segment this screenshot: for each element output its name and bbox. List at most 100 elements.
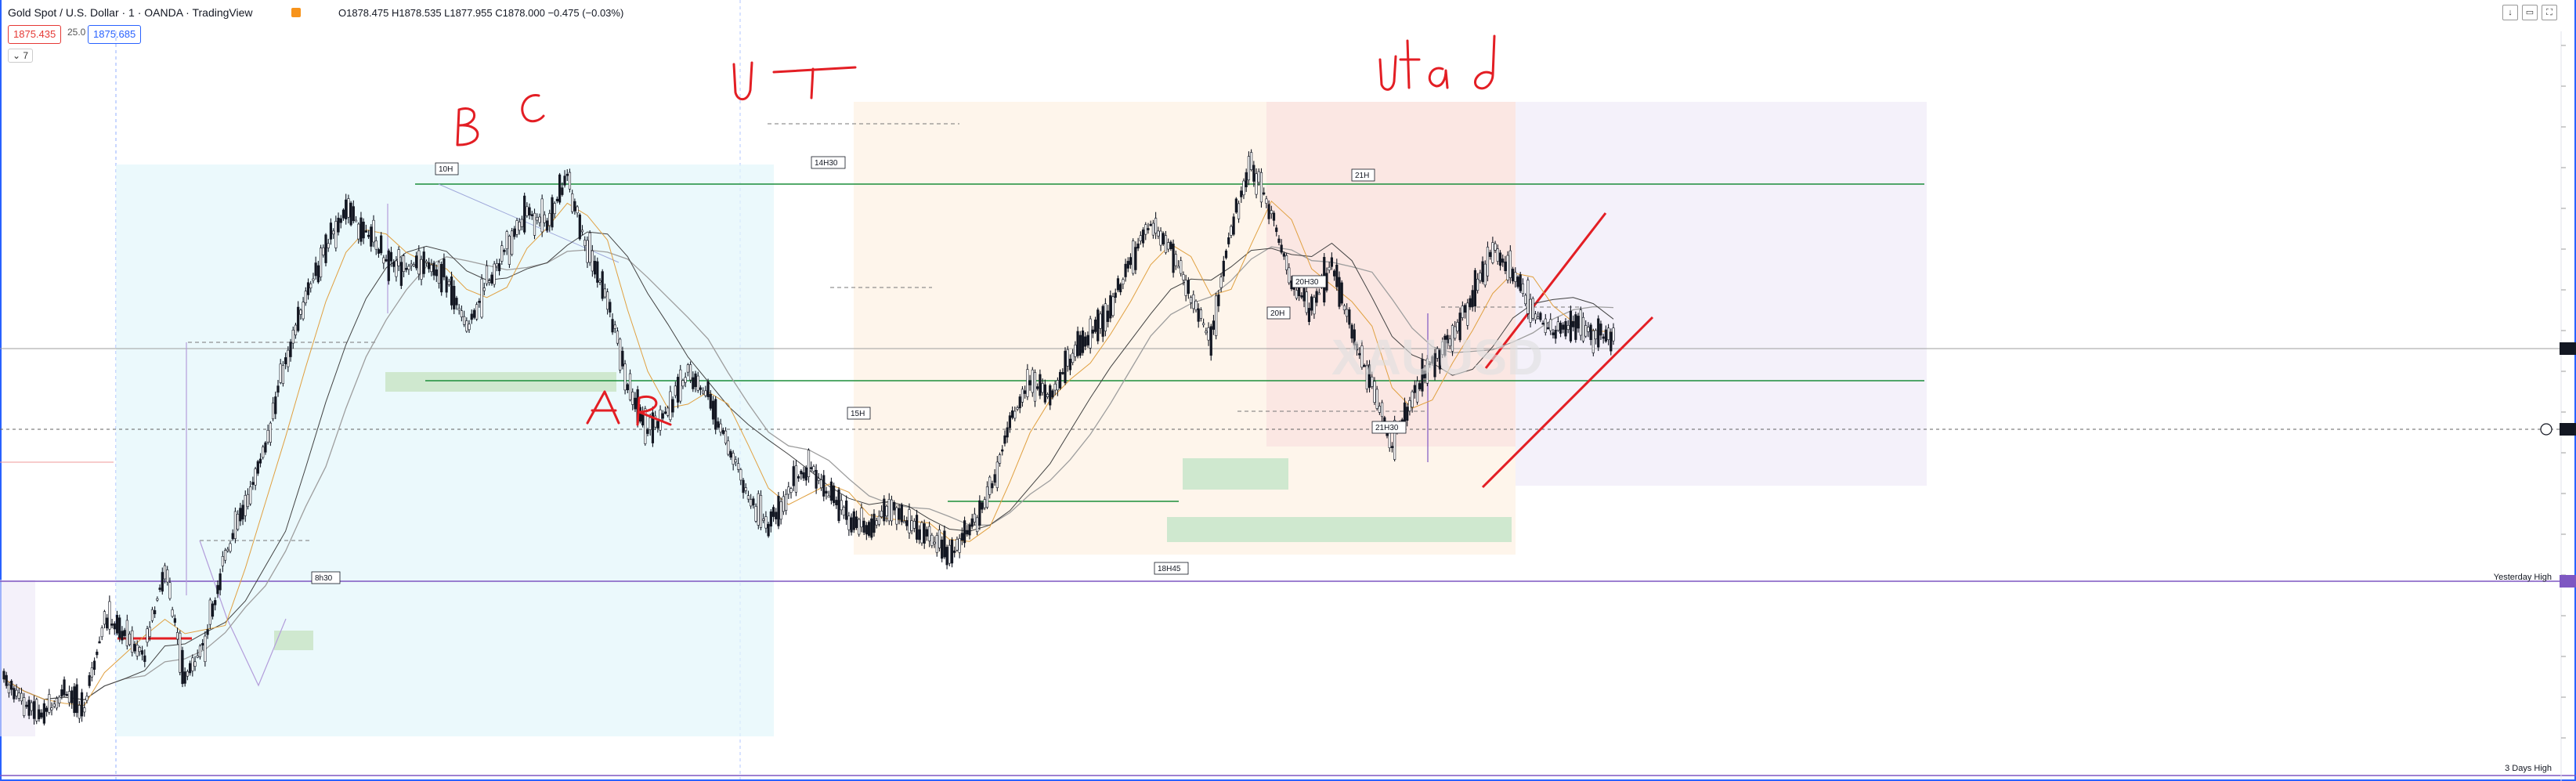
ohlc-readout: O1878.475 H1878.535 L1877.955 C1878.000 … (338, 7, 624, 19)
candle-body (399, 262, 403, 286)
add-alert-icon[interactable] (2540, 423, 2553, 436)
candle-body (598, 280, 602, 283)
candle-body (1026, 369, 1029, 397)
ask-price-badge[interactable]: 1875.685 (88, 25, 142, 44)
candle-body (905, 520, 909, 526)
candle-body (930, 534, 934, 546)
candle-body (168, 582, 172, 599)
candle-body (339, 218, 342, 223)
candle-body (1436, 348, 1439, 359)
candle-body (121, 631, 124, 641)
candle-body (1104, 303, 1107, 331)
candle-body (1071, 353, 1075, 363)
candle-body (1124, 263, 1127, 277)
channel-upper-line[interactable] (1484, 212, 1607, 369)
candle-body (1516, 277, 1519, 287)
candle-body (769, 511, 772, 527)
candle-body (526, 206, 529, 216)
candle-body (428, 262, 431, 269)
candle-body (767, 523, 770, 537)
candle-body (299, 309, 302, 315)
candle-body (138, 647, 141, 653)
candle-body (1496, 248, 1499, 262)
candle-body (1549, 319, 1552, 331)
restore-icon[interactable]: ▭ (2522, 5, 2538, 20)
candle-body (1234, 198, 1237, 213)
candle-body (229, 543, 232, 552)
candle-body (1461, 306, 1464, 318)
candle-body (626, 384, 629, 391)
candle-body (732, 453, 735, 465)
candle-body (591, 250, 594, 272)
fullscreen-icon[interactable]: ⛶ (2542, 5, 2557, 20)
marker-label-box (1351, 168, 1375, 182)
candle-body (435, 269, 438, 277)
candle-body (764, 516, 768, 529)
candle-body (131, 630, 134, 653)
candle-body (128, 633, 132, 645)
candle-body (1526, 280, 1530, 314)
candle-body (1438, 349, 1442, 370)
marker-label-box (1154, 562, 1189, 575)
candle-body (1116, 278, 1120, 291)
candle-body (357, 223, 360, 240)
candle-body (918, 529, 921, 541)
candle-body (1056, 380, 1059, 391)
candle-body (1559, 322, 1563, 334)
candle-body (661, 413, 664, 419)
indicators-toggle[interactable]: ⌄ 7 (8, 49, 34, 63)
symbol-title[interactable]: Gold Spot / U.S. Dollar · 1 · OANDA · Tr… (8, 6, 253, 19)
candle-body (1250, 152, 1253, 170)
candle-body (789, 488, 793, 493)
candle-body (113, 623, 116, 630)
candle-body (508, 236, 511, 265)
candle-body (370, 226, 373, 247)
candle-body (530, 214, 533, 216)
bc-annotation (456, 94, 545, 146)
candle-body (92, 660, 96, 670)
candle-body (392, 262, 396, 267)
candle-body (759, 495, 763, 528)
candle-body (67, 691, 71, 703)
minimize-icon[interactable]: ↓ (2502, 5, 2518, 20)
demand-zone (274, 631, 313, 650)
candle-body (928, 526, 931, 541)
candle-body (98, 641, 101, 644)
candle-body (762, 519, 765, 521)
candle-body (457, 308, 461, 311)
candle-body (694, 373, 697, 388)
candle-body (1111, 296, 1115, 316)
candle-body (382, 257, 385, 264)
candle-body (1154, 218, 1158, 233)
candle-body (1599, 324, 1602, 336)
candle-body (123, 630, 126, 636)
candle-body (870, 518, 873, 538)
candle-body (183, 671, 186, 684)
marker-label: 18H45 (1158, 565, 1181, 573)
candle-body (1282, 253, 1285, 257)
candle-body (893, 501, 896, 511)
candle-body (1367, 364, 1371, 388)
candle-body (246, 494, 250, 508)
candle-body (1078, 334, 1082, 356)
candle-body (324, 234, 327, 263)
candle-body (717, 421, 720, 428)
channel-lower-line[interactable] (1481, 316, 1654, 489)
candle-body (1099, 313, 1102, 329)
candle-body (873, 513, 876, 533)
candle-body (1091, 329, 1094, 334)
candle-body (1360, 345, 1364, 368)
candle-body (663, 411, 667, 414)
bid-price-badge[interactable]: 1875.435 (8, 25, 62, 44)
candle-body (1252, 165, 1255, 182)
top-bar: Gold Spot / U.S. Dollar · 1 · OANDA · Tr… (0, 0, 2576, 63)
candle-body (709, 393, 712, 409)
candle-body (201, 643, 204, 645)
candle-body (739, 469, 742, 481)
candle-body (833, 485, 836, 504)
candle-body (603, 288, 607, 298)
candle-body (528, 207, 531, 215)
candle-body (757, 493, 760, 526)
